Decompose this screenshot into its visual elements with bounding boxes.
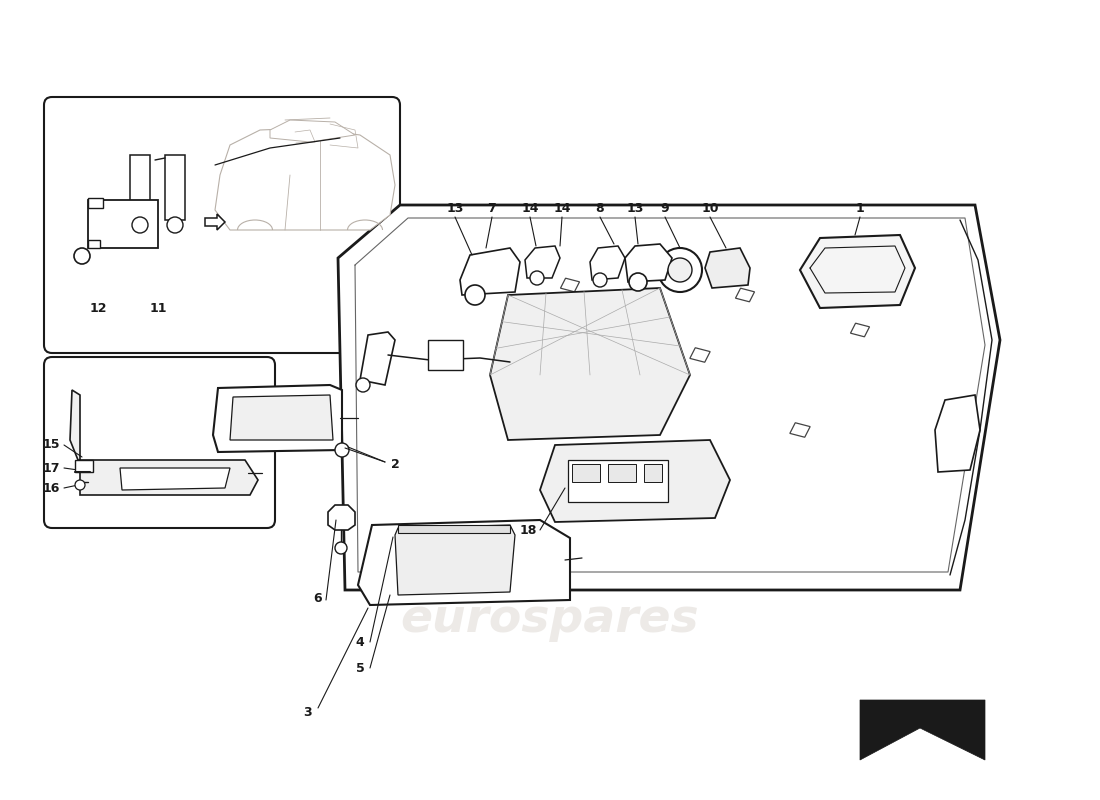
Polygon shape (690, 348, 711, 362)
Bar (75, 460, 94, 472)
Text: 2: 2 (390, 458, 399, 471)
Bar (608, 464, 636, 482)
Circle shape (74, 248, 90, 264)
Text: 13: 13 (626, 202, 644, 214)
Text: 11: 11 (150, 302, 167, 314)
Text: 12: 12 (89, 302, 107, 314)
Polygon shape (338, 205, 1000, 590)
Polygon shape (230, 395, 333, 440)
Polygon shape (630, 298, 650, 312)
Text: 7: 7 (487, 202, 496, 214)
Text: 3: 3 (304, 706, 312, 718)
Polygon shape (214, 128, 395, 230)
Bar (428, 340, 463, 370)
Polygon shape (590, 246, 625, 280)
Circle shape (668, 258, 692, 282)
Polygon shape (270, 120, 355, 142)
Bar (568, 460, 668, 502)
Circle shape (336, 443, 349, 457)
Polygon shape (860, 700, 984, 760)
Bar (130, 155, 150, 220)
Polygon shape (850, 323, 869, 337)
Polygon shape (736, 288, 755, 302)
Text: 14: 14 (553, 202, 571, 214)
Circle shape (530, 271, 544, 285)
Polygon shape (625, 244, 672, 282)
Bar (88, 200, 158, 248)
Polygon shape (120, 468, 230, 490)
Polygon shape (395, 525, 515, 595)
Text: 13: 13 (447, 202, 464, 214)
Text: 9: 9 (661, 202, 669, 214)
Polygon shape (358, 520, 570, 605)
Bar (398, 525, 510, 533)
FancyBboxPatch shape (44, 357, 275, 528)
Bar (165, 155, 185, 220)
Polygon shape (790, 422, 811, 438)
Text: eurospares: eurospares (84, 415, 276, 445)
Circle shape (593, 273, 607, 287)
Text: 16: 16 (43, 482, 60, 494)
Bar (572, 464, 600, 482)
Text: 4: 4 (355, 635, 364, 649)
Polygon shape (705, 248, 750, 288)
Circle shape (629, 273, 647, 291)
Polygon shape (490, 288, 690, 440)
Bar (88, 240, 100, 248)
Polygon shape (213, 385, 342, 452)
Polygon shape (508, 322, 531, 338)
Polygon shape (935, 395, 980, 472)
Polygon shape (540, 440, 730, 522)
Text: eurospares: eurospares (400, 598, 700, 642)
Circle shape (75, 480, 85, 490)
FancyBboxPatch shape (44, 97, 400, 353)
Polygon shape (561, 278, 580, 292)
Polygon shape (205, 214, 225, 230)
Circle shape (336, 542, 346, 554)
Polygon shape (360, 332, 395, 385)
Circle shape (465, 285, 485, 305)
Text: 15: 15 (43, 438, 60, 451)
Text: 17: 17 (43, 462, 60, 474)
Polygon shape (800, 235, 915, 308)
Text: 5: 5 (355, 662, 364, 674)
Text: 14: 14 (521, 202, 539, 214)
Text: 1: 1 (856, 202, 865, 214)
Text: 10: 10 (702, 202, 718, 214)
Bar (88, 198, 103, 208)
Text: eurospares: eurospares (365, 362, 735, 418)
Text: 6: 6 (314, 591, 322, 605)
Circle shape (658, 248, 702, 292)
Bar (644, 464, 662, 482)
Polygon shape (70, 390, 258, 495)
Polygon shape (460, 248, 520, 295)
Circle shape (356, 378, 370, 392)
Circle shape (167, 217, 183, 233)
Polygon shape (328, 505, 355, 530)
Polygon shape (525, 246, 560, 278)
Circle shape (132, 217, 148, 233)
Text: 8: 8 (596, 202, 604, 214)
Text: 18: 18 (519, 523, 537, 537)
